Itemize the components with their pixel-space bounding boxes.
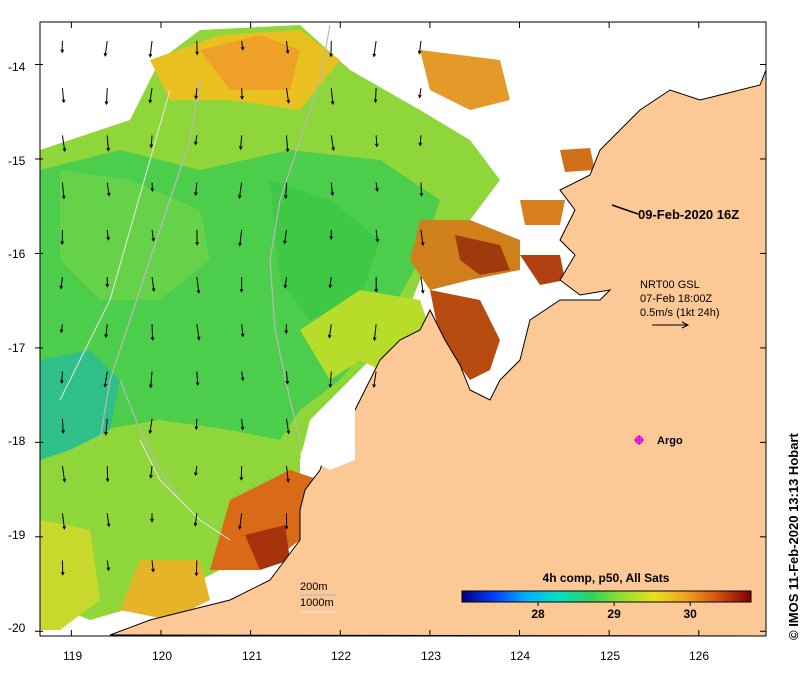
colorbar-tick-label: 30 — [683, 607, 697, 621]
colorbar-tick-label: 29 — [607, 607, 621, 621]
lon-axis: 119 120 121 122 123 124 125 126 — [63, 649, 709, 663]
current-product: NRT00 GSL — [640, 279, 700, 291]
colorbar — [462, 591, 751, 602]
lon-label-121: 121 — [242, 649, 262, 663]
lat-label-15: -15 — [8, 154, 26, 168]
lon-label-126: 126 — [689, 649, 709, 663]
lat-label-17: -17 — [8, 341, 26, 355]
colorbar-title: 4h comp, p50, All Sats — [543, 571, 670, 585]
lon-label-122: 122 — [331, 649, 351, 663]
lat-label-14: -14 — [8, 60, 26, 74]
colorbar-tick-label: 28 — [531, 607, 545, 621]
lat-axis: -14 -15 -16 -17 -18 -19 -20 — [8, 60, 26, 635]
lon-label-124: 124 — [510, 649, 530, 663]
depth-1000-label: 1000m — [300, 597, 334, 609]
lon-label-119: 119 — [63, 649, 82, 663]
lon-label-120: 120 — [152, 649, 172, 663]
current-scale: 0.5m/s (1kt 24h) — [640, 307, 719, 319]
lat-label-19: -19 — [8, 528, 26, 542]
lat-label-20: -20 — [8, 621, 26, 635]
pass-timestamp: 09-Feb-2020 16Z — [638, 207, 739, 222]
argo-label: Argo — [657, 435, 683, 447]
lat-label-16: -16 — [8, 247, 26, 261]
lon-label-123: 123 — [421, 649, 441, 663]
depth-200-label: 200m — [300, 581, 328, 593]
imos-credit: © IMOS 11-Feb-2020 13:13 Hobart — [786, 433, 801, 640]
current-time: 07-Feb 18:00Z — [640, 293, 712, 305]
lon-label-125: 125 — [600, 649, 620, 663]
lat-label-18: -18 — [8, 434, 26, 448]
